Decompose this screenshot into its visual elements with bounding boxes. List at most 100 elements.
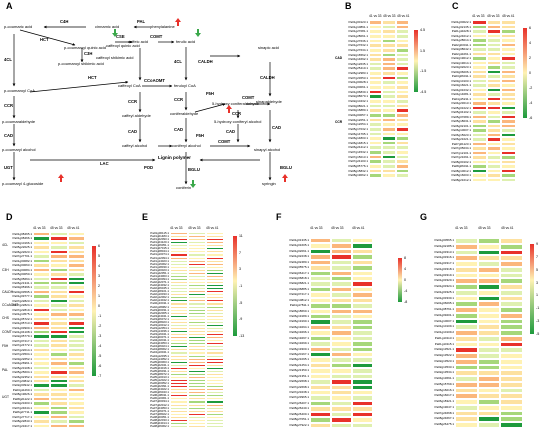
colorbar-tick-label: 1 [536,293,538,298]
row-label: Pa03g10103.1 [451,78,471,83]
heatmap-cell [395,61,409,67]
enzyme-bglu-a: BGLU [188,167,200,172]
heatmap-cell [395,108,409,113]
panel-g-col-1: 41 vs 33 [455,226,468,230]
row-label: Pa02g05575.1 [289,265,309,270]
heatmap-cell [382,57,396,62]
heatmap-cell [395,150,409,155]
enzyme-hct-a: HCT [40,37,49,42]
up-arrow-icon [226,105,232,113]
heatmap-cell [500,364,523,371]
colorbar-tick-label: -6 [529,116,533,120]
enzyme-comt-c: COMT [218,139,231,144]
heatmap-cell [472,114,487,119]
row-label: Pa08g21122.1 [12,396,32,401]
colorbar-tick-label: 3 [98,274,100,278]
colorbar-tick-label: 6 [529,26,531,30]
heatmap-cell [170,357,188,361]
row-label: Pa05g25604.1 [12,370,32,375]
heatmap-cell [206,351,224,355]
heatmap-cell [67,325,85,330]
heatmap-cell [188,287,206,291]
heatmap-cell [501,29,516,34]
metabolite-sinapyl-alcohol: sinapyl alcohol [254,147,281,152]
heatmap-cell [395,159,409,165]
row-label: Pa06g00052.1 [150,381,169,386]
heatmap-cell [382,122,396,127]
heatmap-cell [188,268,206,272]
heatmap-cell [206,268,224,272]
heatmap-cell [50,423,68,428]
heatmap-cell [67,410,85,415]
row-label: Pa02g13534.1 [434,370,454,375]
metabolite-caffeoyl-quinic-acid: caffeoyl quinic acid [106,43,140,48]
heatmap-cell [50,272,68,277]
panel-c-col-1: 41 vs 33 [472,14,485,18]
enzyme-cse: CSE [116,34,125,39]
heatmap-cell [206,415,224,419]
heatmap-cell [206,369,224,373]
heatmap-cell [50,374,68,379]
heatmap-cell [472,105,487,110]
row-label: Pa04g00063.1 [12,263,32,268]
heatmap-cell [50,387,68,393]
heatmap-cell [310,259,331,266]
heatmap-cell [310,384,331,390]
row-label: Pa07g20842.1 [12,379,32,383]
heatmap-cell [477,307,501,313]
row-label: Pa04g12051.1 [348,117,368,122]
heatmap-cell [382,33,396,39]
heatmap-cell [501,96,516,101]
heatmap-cell [369,43,383,48]
heatmap-cell [382,89,396,95]
row-label: Pa07g22014.1 [12,347,32,352]
heatmap-cell [331,395,352,401]
row-label: Pa05g17032.1 [348,126,368,131]
heatmap-cell [352,292,373,298]
heatmap-cell [369,173,383,178]
heatmap-cell [455,243,478,250]
heatmap-cell [331,303,352,309]
heatmap-cell [501,38,516,43]
heatmap-cell [188,308,206,312]
metabolite-cinnamic-acid: cinnamic acid [95,24,120,29]
row-label: Pa01g10074.1 [150,252,169,257]
heatmap-cell [188,391,206,395]
row-label: Pa02g12062.1 [150,295,169,300]
colorbar-tick-label: 1.5 [420,48,425,53]
row-label: Pa01g03320.1 [434,278,454,283]
row-label: Pa05g00050.1 [12,272,32,277]
metabolite-p-coumaroyl-shikimic-acid: p-coumaroyl shikimic acid [58,61,104,66]
heatmap-cell [455,335,478,342]
row-label: Pa01g20023.1 [150,267,169,272]
heatmap-cell [67,289,85,295]
row-label: Pa07g06071.1 [150,408,169,413]
row-label: Pa02g06818.1 [289,276,309,280]
row-label: Pa03g03595.1 [12,289,32,294]
colorbar-tick-label: 4.5 [420,28,425,32]
panel-c-row-labels: Pa01g00022.1 Pa01g02135.1 Pa01g11028.1 Pa01… [443,20,471,182]
heatmap-cell [352,319,373,325]
row-label: Pa07g22698.1 [289,384,309,389]
heatmap-cell [170,379,188,383]
row-label: Pa01g00022.1 [451,20,471,24]
row-label: Pa04g14692.1 [348,57,368,62]
panel-f-col-1: 41 vs 33 [310,226,323,230]
heatmap-cell [33,232,51,237]
heatmap-cell [395,33,409,39]
heatmap-cell [206,238,224,242]
heatmap-cell [472,173,487,178]
panel-d-col-3: 45 vs 41 [67,226,80,230]
heatmap-cell [369,24,383,30]
heatmap-cell [170,253,188,257]
colorbar-tick-label: 5 [536,267,538,272]
row-label: Pa05g02041.1 [150,362,169,367]
heatmap-cell [472,38,487,43]
heatmap-cell [206,302,224,306]
heatmap-cell [331,248,352,255]
metabolite-p-coumaryl-alcohol: p-coumaryl alcohol [2,147,36,152]
heatmap-cell [369,117,383,123]
row-label: Pa06g16016.1 [434,387,454,392]
heatmap-cell [206,235,224,239]
heatmap-cell [472,164,487,169]
